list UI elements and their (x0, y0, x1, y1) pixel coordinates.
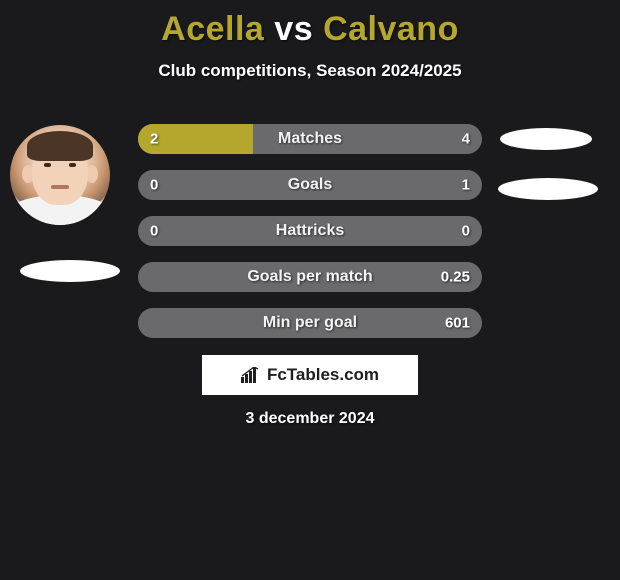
player1-avatar (10, 125, 110, 225)
title-player2: Calvano (323, 10, 459, 48)
title-vs: vs (274, 10, 313, 48)
snapshot-date: 3 december 2024 (246, 410, 375, 428)
subtitle: Club competitions, Season 2024/2025 (0, 61, 620, 81)
stat-left-value: 2 (150, 131, 158, 148)
player1-club-placeholder (20, 260, 120, 282)
stat-label: Min per goal (263, 314, 357, 332)
stat-label: Goals per match (247, 268, 372, 286)
player2-club-placeholder (498, 178, 598, 200)
brand-text: FcTables.com (267, 365, 379, 385)
stat-label: Goals (288, 176, 332, 194)
bar-chart-icon (241, 367, 261, 383)
stat-right-value: 4 (462, 131, 470, 148)
stat-bar: Goals per match 0.25 (138, 262, 482, 292)
stat-label: Hattricks (276, 222, 344, 240)
stat-bar: 2 Matches 4 (138, 124, 482, 154)
stat-bar: 0 Hattricks 0 (138, 216, 482, 246)
brand-badge: FcTables.com (202, 355, 418, 395)
stats-chart: 2 Matches 4 0 Goals 1 0 Hattricks 0 Goals per mat… (138, 124, 482, 354)
stat-left-value: 0 (150, 223, 158, 240)
stat-bar: 0 Goals 1 (138, 170, 482, 200)
stat-right-value: 601 (445, 315, 470, 332)
stat-right-value: 1 (462, 177, 470, 194)
stat-right-value: 0 (462, 223, 470, 240)
title-player1: Acella (161, 10, 264, 48)
page-title: Acella vs Calvano (0, 0, 620, 49)
stat-left-value: 0 (150, 177, 158, 194)
stat-bar: Min per goal 601 (138, 308, 482, 338)
stat-label: Matches (278, 130, 342, 148)
player2-avatar-placeholder (500, 128, 592, 150)
stat-right-value: 0.25 (441, 269, 470, 286)
